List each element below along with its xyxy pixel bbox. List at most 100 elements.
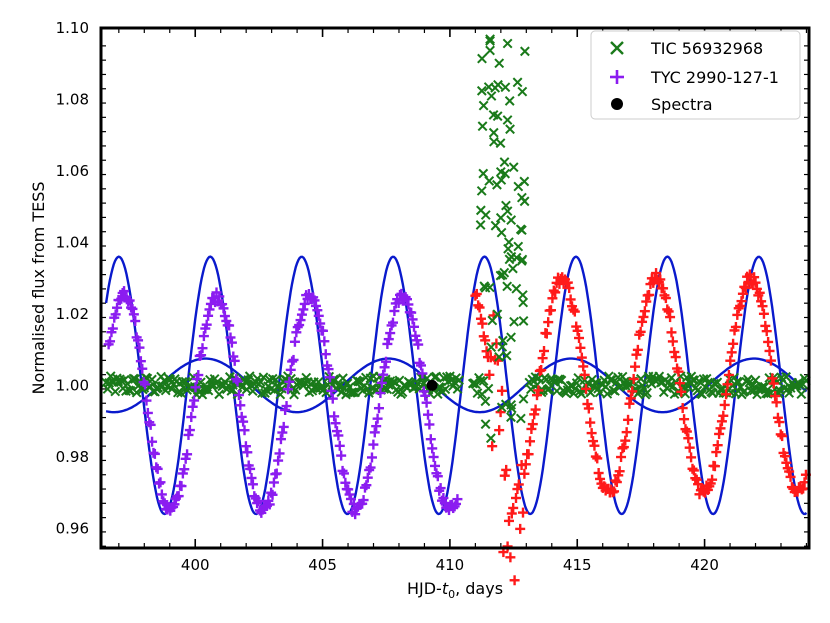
tic-flare-point [488,110,499,120]
tyc-point-sector1 [438,493,449,504]
data-point-stroke [493,79,503,90]
data-point-stroke [619,377,630,388]
tic-flare-point [506,412,516,423]
tyc-point-sector2 [620,435,631,446]
tyc-point-sector2 [621,427,632,438]
data-point-stroke [794,379,805,390]
data-point-stroke [483,383,494,394]
tyc-point-sector1 [327,393,338,404]
tyc-point-sector2 [610,475,621,486]
tyc-point-sector2 [532,390,543,401]
tyc-point-sector2 [775,429,786,440]
tyc-point-sector2 [592,453,603,464]
tyc-point-sector1 [128,309,139,320]
tyc-point-sector2 [595,473,606,484]
tyc-point-sector1 [350,509,361,520]
tyc-point-sector2 [623,414,634,425]
x-label-t: t [442,579,449,598]
tyc-point-sector1 [343,484,354,495]
tic-flare-point [486,91,497,101]
data-point-stroke [701,373,712,384]
tic-point [214,389,225,400]
data-point-stroke [762,388,773,399]
data-point-stroke [479,281,490,292]
data-point-stroke [506,403,517,414]
tyc-point-sector2 [774,417,785,428]
tic-point [255,376,266,387]
tyc-point-sector2 [487,441,498,452]
tyc-point-sector2 [477,318,488,329]
tic-point [634,386,645,397]
data-point-stroke [517,86,528,97]
tic-flare-point [485,45,495,56]
tyc-point-sector1 [329,411,340,422]
data-point-stroke [480,396,491,407]
tyc-point-sector1 [275,434,286,445]
data-point-stroke [499,157,510,167]
tyc-point-sector2 [784,466,795,477]
data-point-stroke [494,58,505,69]
tyc-point-sector1 [189,395,200,406]
data-point-stroke [515,224,526,235]
data-point-stroke [519,46,530,57]
tic-flare-point [515,413,526,424]
tyc-point-sector1 [380,356,391,367]
tyc-point-sector1 [424,419,435,430]
tyc-point-sector2 [475,313,486,324]
tyc-point-sector2 [484,369,495,380]
spectra-point [426,379,438,391]
data-point-stroke [781,371,791,382]
data-point-stroke [475,205,486,216]
tic-flare-point [480,396,491,407]
tyc-point-sector2 [662,304,673,315]
data-point-stroke [492,309,503,320]
tyc-point-sector2 [638,311,649,322]
tic-flare-point [475,220,486,230]
tyc-point-sector2 [765,355,776,366]
tyc-point-sector2 [568,304,579,315]
tic-flare-point [516,256,527,266]
tyc-point-sector1 [147,436,158,447]
tic-point [440,384,451,395]
data-point-stroke [419,378,429,389]
tyc-point-sector1 [336,450,347,461]
tic-flare-point [494,58,505,69]
tic-point [116,376,127,386]
data-point-stroke [177,376,188,387]
tyc-point-sector2 [585,417,596,428]
tyc-point-sector1 [197,343,208,354]
tyc-point-sector2 [763,336,774,347]
data-point-stroke [145,381,156,392]
tic-point [712,377,723,388]
data-point-stroke [422,373,432,384]
tyc-point-sector1 [242,447,253,458]
data-point-stroke [483,82,494,92]
tyc-point-sector1 [371,421,382,432]
tyc-point-sector1 [224,320,235,331]
tyc-point-sector2 [470,290,481,301]
tyc-point-sector2 [513,479,524,490]
data-point-stroke [496,227,507,238]
data-point-stroke [666,372,677,383]
tyc-point-sector1 [416,360,427,371]
tyc-point-sector1 [326,385,337,396]
tyc-point-sector1 [432,471,443,482]
tyc-point-sector2 [771,397,782,408]
tyc-point-sector2 [480,335,491,346]
tyc-point-sector2 [655,274,666,285]
tic-flare-point [513,241,524,252]
legend-label-tyc: TYC 2990-127-1 [650,68,779,87]
data-point-stroke [492,179,502,190]
tyc-point-sector1 [361,480,372,491]
tyc-point-sector2 [541,328,552,339]
tyc-point-sector1 [155,477,166,488]
tic-flare-point [485,34,495,45]
tic-flare-point [483,383,494,394]
data-point-stroke [504,95,515,106]
tyc-point-sector2 [756,296,767,307]
tyc-point-sector1 [378,369,389,380]
tyc-point-sector1 [287,356,298,367]
tyc-point-sector2 [716,416,727,427]
tyc-point-sector2 [546,305,557,316]
tyc-point-sector2 [529,409,540,420]
